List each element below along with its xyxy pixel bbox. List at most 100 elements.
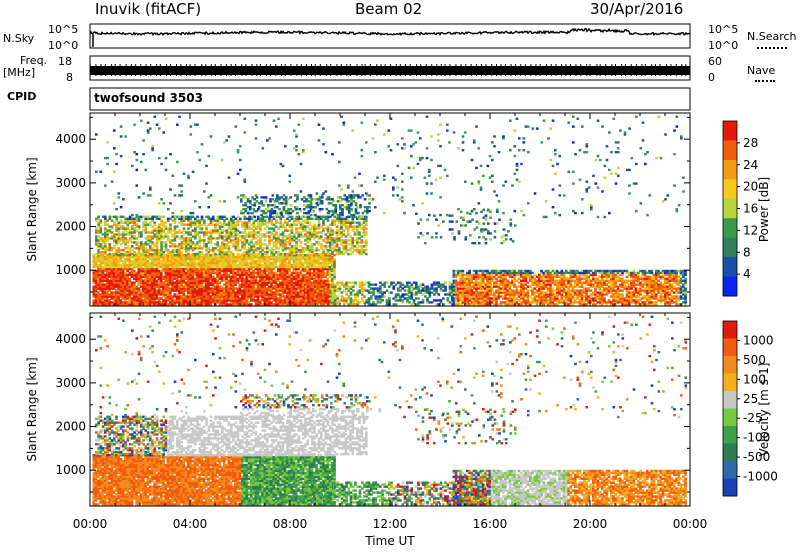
heatmap-cell bbox=[290, 237, 294, 240]
heatmap-cell bbox=[124, 285, 127, 288]
heatmap-cell bbox=[254, 271, 258, 275]
heatmap-cell bbox=[153, 223, 157, 226]
heatmap-cell bbox=[117, 293, 120, 296]
heatmap-cell bbox=[297, 265, 300, 269]
heatmap-cell bbox=[112, 287, 116, 290]
heatmap-cell bbox=[311, 235, 314, 238]
heatmap-cell bbox=[243, 251, 247, 254]
heatmap-cell bbox=[187, 217, 190, 220]
heatmap-cell bbox=[175, 271, 179, 275]
heatmap-cell bbox=[175, 277, 179, 280]
heatmap-cell bbox=[218, 289, 222, 292]
heatmap-cell bbox=[104, 233, 107, 236]
heatmap-cell bbox=[97, 231, 100, 234]
heatmap-cell bbox=[324, 241, 328, 244]
heatmap-cell bbox=[232, 281, 235, 284]
heatmap-cell bbox=[286, 303, 289, 306]
heatmap-cell bbox=[333, 263, 336, 267]
heatmap-cell bbox=[193, 259, 197, 263]
heatmap-cell bbox=[348, 209, 351, 213]
heatmap-cell bbox=[358, 252, 361, 256]
heatmap-cell bbox=[335, 241, 339, 244]
heatmap-cell bbox=[243, 217, 247, 220]
heatmap-cell bbox=[274, 258, 278, 261]
heatmap-cell bbox=[319, 269, 323, 273]
heatmap-cell bbox=[261, 295, 264, 298]
heatmap-cell bbox=[313, 301, 317, 304]
heatmap-cell bbox=[97, 221, 100, 224]
heatmap-cell bbox=[232, 283, 235, 286]
heatmap-cell bbox=[301, 301, 305, 304]
heatmap-cell bbox=[128, 289, 132, 292]
heatmap-cell bbox=[124, 263, 127, 267]
heatmap-cell bbox=[155, 243, 159, 246]
heatmap-cell bbox=[259, 289, 262, 292]
heatmap-cell bbox=[191, 303, 195, 306]
heatmap-cell bbox=[187, 256, 190, 259]
heatmap-cell bbox=[144, 297, 147, 300]
heatmap-cell bbox=[324, 261, 327, 265]
heatmap-cell bbox=[157, 297, 161, 300]
heatmap-cell bbox=[155, 215, 159, 218]
heatmap-cell bbox=[299, 227, 303, 230]
heatmap-cell bbox=[104, 227, 107, 230]
heatmap-cell bbox=[151, 299, 154, 302]
nsearch-axis-bottom: 10^0 bbox=[708, 39, 739, 52]
heatmap-cell bbox=[236, 269, 240, 273]
heatmap-cell bbox=[331, 221, 334, 224]
heatmap-cell bbox=[137, 275, 141, 279]
heatmap-cell bbox=[162, 259, 165, 263]
heatmap-cell bbox=[216, 273, 219, 277]
heatmap-cell bbox=[137, 267, 141, 271]
heatmap-cell bbox=[99, 225, 103, 228]
heatmap-cell bbox=[155, 273, 159, 277]
heatmap-cell bbox=[189, 237, 193, 240]
heatmap-cell bbox=[155, 265, 159, 269]
heatmap-cell bbox=[288, 265, 291, 269]
heatmap-cell bbox=[297, 277, 300, 280]
heatmap-cell bbox=[236, 229, 240, 232]
heatmap-cell bbox=[261, 249, 265, 252]
heatmap-cell bbox=[304, 291, 308, 294]
heatmap-cell bbox=[223, 252, 226, 256]
heatmap-cell bbox=[103, 258, 107, 261]
heatmap-cell bbox=[189, 259, 192, 263]
heatmap-cell bbox=[361, 297, 364, 300]
heatmap-cell bbox=[211, 279, 215, 282]
heatmap-cell bbox=[247, 291, 251, 294]
heatmap-cell bbox=[390, 283, 393, 286]
heatmap-cell bbox=[356, 237, 359, 240]
heatmap-cell bbox=[437, 293, 441, 296]
heatmap-cell bbox=[430, 283, 434, 286]
heatmap-cell bbox=[340, 297, 344, 300]
heatmap-cell bbox=[142, 299, 145, 302]
heatmap-cell bbox=[335, 217, 339, 220]
heatmap-cell bbox=[149, 235, 152, 238]
heatmap-cell bbox=[257, 239, 260, 242]
heatmap-cell bbox=[193, 297, 197, 300]
heatmap-cell bbox=[243, 277, 246, 280]
heatmap-cell bbox=[173, 239, 177, 242]
heatmap-cell bbox=[263, 251, 267, 254]
heatmap-cell bbox=[345, 215, 349, 219]
heatmap-cell bbox=[338, 287, 342, 290]
heatmap-cell bbox=[388, 291, 391, 294]
heatmap-cell bbox=[223, 293, 226, 296]
heatmap-cell bbox=[126, 297, 129, 300]
heatmap-cell bbox=[265, 275, 269, 279]
heatmap-cell bbox=[218, 256, 222, 259]
heatmap-cell bbox=[191, 289, 195, 292]
heatmap-cell bbox=[272, 227, 276, 230]
heatmap-cell bbox=[169, 252, 172, 256]
heatmap-cell bbox=[451, 299, 454, 302]
heatmap-cell bbox=[182, 277, 186, 280]
heatmap-cell bbox=[202, 297, 206, 300]
heatmap-cell bbox=[247, 269, 251, 273]
heatmap-cell bbox=[455, 297, 459, 300]
heatmap-cell bbox=[137, 227, 141, 230]
heatmap-cell bbox=[99, 275, 102, 279]
heatmap-cell bbox=[97, 269, 100, 273]
heatmap-cell bbox=[297, 267, 300, 271]
heatmap-cell bbox=[175, 265, 179, 269]
heatmap-cell bbox=[293, 223, 296, 226]
